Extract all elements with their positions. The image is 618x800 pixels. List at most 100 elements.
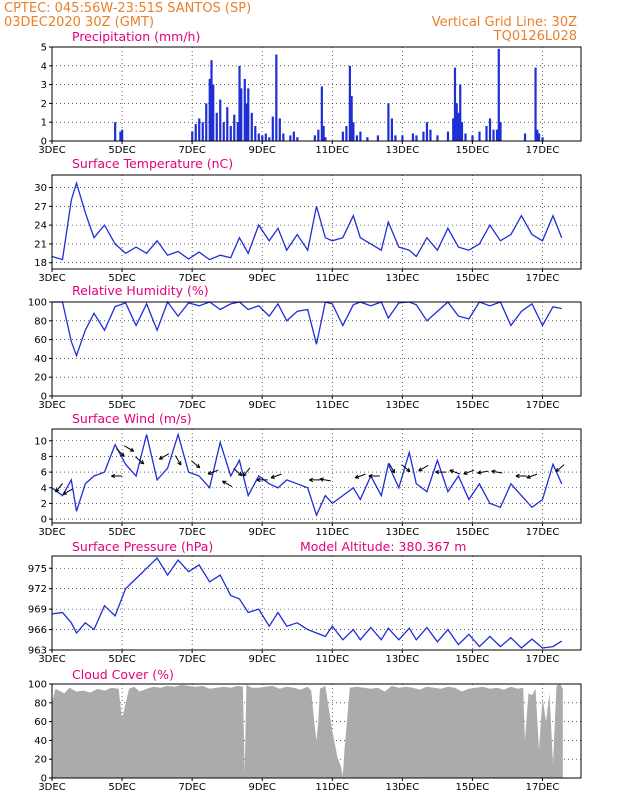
pressure-x-tick-label: 13DEC bbox=[385, 654, 419, 665]
wind-vector-arrow bbox=[435, 469, 447, 475]
cloud-y-tick-label: 0 bbox=[41, 774, 47, 785]
cloud-panel: 0 20 40 60 80 100 3DEC 5DEC 7DEC 9DEC 11DEC 13DEC 15… bbox=[28, 680, 582, 793]
temperature-x-tick-label: 3DEC bbox=[38, 273, 65, 284]
pressure-x-tick-label: 11DEC bbox=[315, 654, 349, 665]
precipitation-bar bbox=[355, 135, 358, 141]
precipitation-bar bbox=[212, 84, 215, 141]
precipitation-bar bbox=[452, 118, 455, 141]
cloud-x-tick-label: 5DEC bbox=[108, 782, 135, 793]
precipitation-x-tick-label: 3DEC bbox=[38, 145, 65, 156]
temperature-x-tick-label: 5DEC bbox=[108, 273, 135, 284]
precipitation-x-tick-label: 15DEC bbox=[456, 145, 490, 156]
precipitation-bar bbox=[201, 122, 204, 141]
humidity-y-tick-label: 20 bbox=[34, 373, 47, 384]
precipitation-bar bbox=[198, 118, 201, 141]
pressure-x-tick-label: 3DEC bbox=[38, 654, 65, 665]
wind-series-line bbox=[51, 432, 563, 518]
precipitation-bar bbox=[537, 133, 541, 141]
wind-vector-arrow bbox=[135, 456, 145, 465]
precipitation-bar bbox=[205, 103, 208, 141]
cloud-x-tick-label: 13DEC bbox=[385, 782, 419, 793]
precipitation-bar bbox=[376, 135, 380, 141]
wind-vector-arrow bbox=[62, 488, 73, 495]
precipitation-bar bbox=[243, 78, 246, 141]
precipitation-bar bbox=[471, 135, 474, 141]
precipitation-bar bbox=[236, 122, 239, 141]
precipitation-bar bbox=[282, 133, 285, 141]
precipitation-bar bbox=[322, 125, 325, 141]
precipitation-frame bbox=[51, 46, 582, 142]
precipitation-bar bbox=[245, 103, 248, 141]
humidity-title: Relative Humidity (%) bbox=[72, 283, 209, 298]
precipitation-title: Precipitation (mm/h) bbox=[72, 29, 200, 44]
humidity-x-tick-label: 3DEC bbox=[38, 400, 65, 411]
precipitation-bar bbox=[394, 135, 397, 141]
wind-x-tick-label: 13DEC bbox=[385, 527, 419, 538]
precipitation-bar bbox=[345, 125, 348, 141]
temperature-y-tick-label: 27 bbox=[34, 202, 47, 213]
pressure-x-tick-label: 7DEC bbox=[178, 654, 205, 665]
wind-vector-arrow bbox=[158, 453, 170, 460]
precipitation-bar bbox=[350, 95, 353, 141]
header-grid-note: Vertical Grid Line: 30Z bbox=[432, 15, 577, 30]
wind-vector-arrow bbox=[368, 473, 380, 479]
wind-vector-arrow bbox=[449, 469, 461, 475]
humidity-y-tick-label: 100 bbox=[28, 298, 47, 309]
humidity-y-tick-label: 0 bbox=[41, 392, 47, 403]
precipitation-bar bbox=[208, 78, 211, 141]
precipitation-bar bbox=[247, 88, 250, 141]
wind-x-tick-label: 5DEC bbox=[108, 527, 135, 538]
temperature-x-tick-label: 7DEC bbox=[178, 273, 205, 284]
cloud-x-tick-label: 11DEC bbox=[315, 782, 349, 793]
temperature-y-tick-label: 24 bbox=[34, 221, 47, 232]
humidity-y-tick-label: 80 bbox=[34, 316, 47, 327]
model-altitude-label: Model Altitude: 380.367 m bbox=[300, 539, 466, 554]
precipitation-y-tick-label: 1 bbox=[41, 118, 47, 129]
precipitation-bar bbox=[229, 125, 232, 141]
humidity-frame bbox=[51, 301, 582, 397]
precipitation-bar bbox=[411, 133, 415, 141]
wind-vector-arrow bbox=[463, 469, 475, 475]
precipitation-bar bbox=[460, 122, 464, 141]
precipitation-bar bbox=[341, 131, 344, 141]
header-run-time: 03DEC2020 30Z (GMT) bbox=[4, 15, 154, 30]
precipitation-bar bbox=[222, 122, 225, 141]
precipitation-x-tick-label: 5DEC bbox=[108, 145, 135, 156]
precipitation-bar bbox=[257, 133, 260, 141]
precipitation-bar bbox=[238, 65, 241, 141]
pressure-y-tick-label: 975 bbox=[28, 564, 47, 575]
precipitation-bar bbox=[324, 137, 327, 141]
cloud-x-tick-label: 17DEC bbox=[526, 782, 560, 793]
precipitation-bar bbox=[422, 131, 425, 141]
humidity-series-line bbox=[52, 300, 562, 358]
temperature-y-tick-label: 18 bbox=[34, 258, 47, 269]
wind-panel: 0 2 4 6 8 10 3DEC 5DEC 7DEC 9DEC 11DEC 13DEC 15DEC 17… bbox=[34, 428, 582, 538]
precipitation-bar bbox=[436, 135, 439, 141]
precipitation-bar bbox=[210, 60, 213, 141]
temperature-x-tick-label: 9DEC bbox=[249, 273, 276, 284]
temperature-x-tick-label: 17DEC bbox=[526, 273, 560, 284]
humidity-panel: 0 20 40 60 80 100 3DEC 5DEC 7DEC 9DEC 11DEC 13DEC 15… bbox=[28, 298, 582, 411]
cloud-y-tick-label: 20 bbox=[34, 755, 47, 766]
wind-x-tick-label: 9DEC bbox=[249, 527, 276, 538]
wind-y-tick-label: 10 bbox=[34, 436, 47, 447]
wind-frame bbox=[51, 428, 582, 524]
precipitation-bar bbox=[536, 129, 539, 141]
wind-vector-arrow bbox=[526, 473, 538, 479]
wind-vector-arrow bbox=[111, 473, 123, 479]
cloud-x-tick-label: 15DEC bbox=[456, 782, 490, 793]
wind-vector-arrow bbox=[388, 463, 396, 474]
precipitation-bar bbox=[492, 129, 495, 141]
pressure-title: Surface Pressure (hPa) bbox=[72, 539, 213, 554]
pressure-frame bbox=[51, 555, 582, 651]
precipitation-bar bbox=[261, 135, 264, 141]
temperature-x-tick-label: 15DEC bbox=[456, 273, 490, 284]
pressure-y-tick-label: 972 bbox=[28, 584, 47, 595]
precipitation-bar bbox=[541, 137, 544, 141]
precipitation-x-tick-label: 7DEC bbox=[178, 145, 205, 156]
wind-vector-arrow bbox=[207, 469, 219, 475]
precipitation-bar bbox=[387, 103, 390, 141]
cloud-x-tick-label: 7DEC bbox=[178, 782, 205, 793]
precipitation-bar bbox=[352, 122, 355, 141]
precipitation-x-tick-label: 13DEC bbox=[385, 145, 419, 156]
